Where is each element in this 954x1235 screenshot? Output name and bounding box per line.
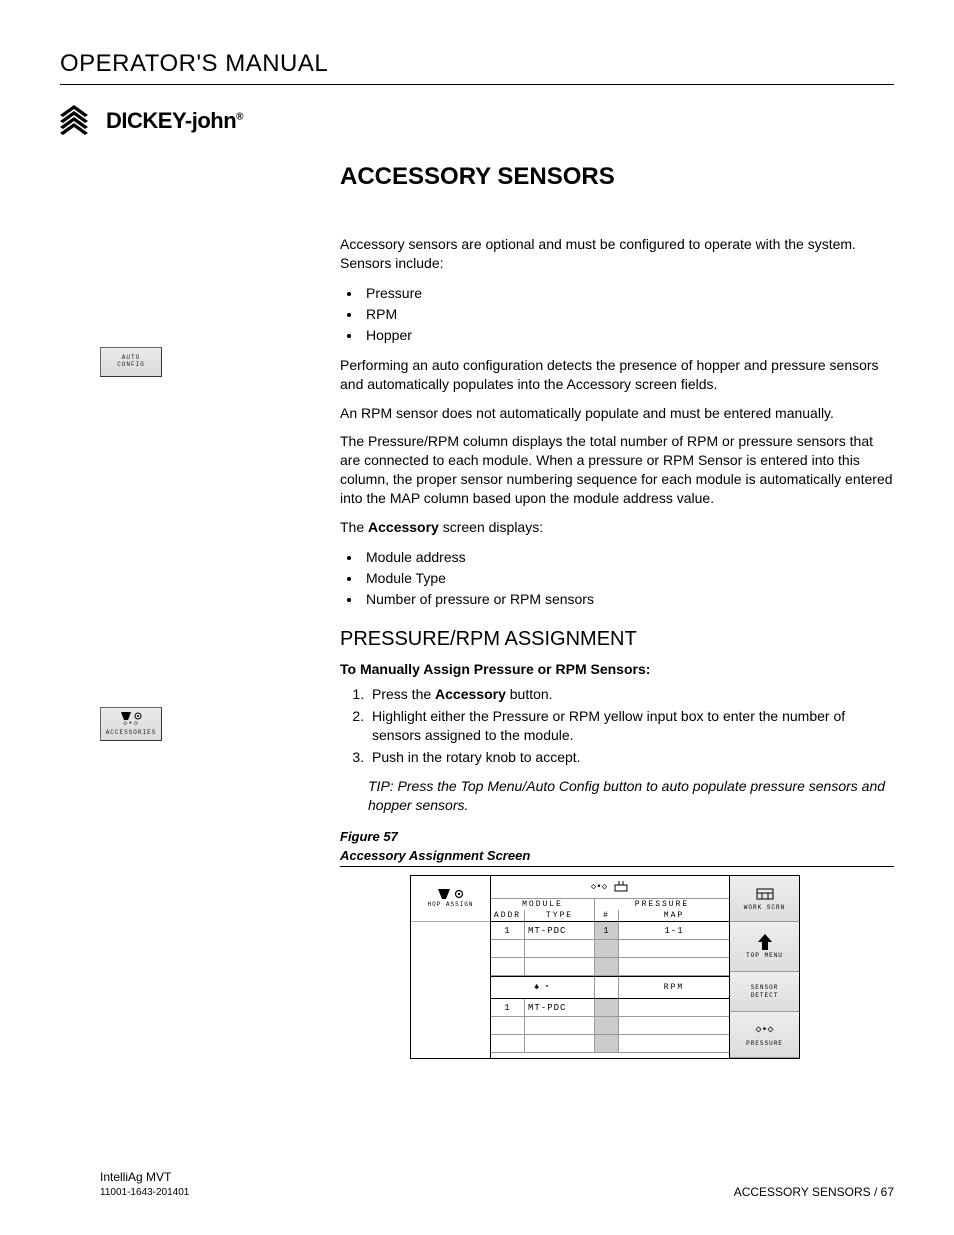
brand-logo: DICKEY-john®	[60, 105, 894, 137]
table-cell-input[interactable]	[595, 1035, 619, 1053]
figure-label: Figure 57	[340, 829, 894, 844]
footer-product: IntelliAg MVT	[100, 1170, 189, 1186]
page-footer: IntelliAg MVT 11001-1643-201401 ACCESSOR…	[100, 1170, 894, 1199]
paragraph: The Accessory screen displays:	[340, 518, 894, 537]
table-cell	[619, 999, 729, 1017]
subsection-heading: PRESSURE/RPM ASSIGNMENT	[340, 628, 894, 651]
col-hash: #	[595, 910, 619, 921]
table-cell: MT-PDC	[525, 922, 595, 940]
intro-paragraph: Accessory sensors are optional and must …	[340, 235, 894, 273]
page-header: OPERATOR'S MANUAL	[60, 50, 894, 85]
work-screen-button[interactable]: WORK SCRN	[730, 876, 799, 922]
work-screen-label: WORK SCRN	[744, 904, 785, 911]
col-map: MAP	[619, 910, 729, 921]
paragraph: An RPM sensor does not automatically pop…	[340, 404, 894, 423]
procedure-heading: To Manually Assign Pressure or RPM Senso…	[340, 661, 894, 677]
table-cell-input[interactable]	[595, 999, 619, 1017]
module-icon	[613, 881, 629, 893]
table-cell: 1-1	[619, 922, 729, 940]
table-cell	[619, 1035, 729, 1053]
step-item: Press the Accessory button.	[368, 685, 894, 705]
table-cell	[619, 1017, 729, 1035]
table-cell	[619, 940, 729, 958]
screen-left-panel: HOP ASSIGN	[411, 876, 491, 1058]
sidebar: AUTO CONFIG ◇•◇ ACCESSORIES	[60, 157, 330, 1059]
list-item: Module Type	[362, 568, 894, 589]
hop-assign-label: HOP ASSIGN	[427, 901, 473, 908]
table-cell	[619, 958, 729, 976]
gear-icon	[454, 889, 464, 899]
figure-caption: Accessory Assignment Screen	[340, 848, 894, 867]
list-item: RPM	[362, 304, 894, 325]
accessories-label: ACCESSORIES	[106, 730, 157, 737]
rpm-section-header: ♣◔ RPM	[491, 976, 729, 999]
table-cell	[491, 958, 525, 976]
rpm-table: 1 MT-PDC	[491, 999, 729, 1053]
table-cell-input[interactable]	[595, 1017, 619, 1035]
display-list: Module address Module Type Number of pre…	[362, 547, 894, 610]
table-cell	[525, 958, 595, 976]
rpm-icon-cell: ♣◔	[491, 977, 595, 999]
sensor-detect-button[interactable]: SENSOR DETECT	[730, 972, 799, 1012]
paragraph: The Pressure/RPM column displays the tot…	[340, 432, 894, 508]
logo-mark-icon	[60, 105, 100, 137]
table-cell: 1	[491, 922, 525, 940]
pressure-table: 1 MT-PDC 1 1-1	[491, 922, 729, 976]
col-group-module: MODULE	[491, 899, 595, 910]
hopper-icon	[438, 889, 450, 899]
table-cell: 1	[491, 999, 525, 1017]
table-cell	[491, 940, 525, 958]
table-cell	[525, 940, 595, 958]
list-item: Number of pressure or RPM sensors	[362, 589, 894, 610]
accessories-icon-row	[121, 712, 142, 720]
auto-config-button[interactable]: AUTO CONFIG	[100, 347, 162, 377]
table-header-icons: ◇•◇	[491, 876, 729, 899]
table-cell: MT-PDC	[525, 999, 595, 1017]
main-content: ACCESSORY SENSORS Accessory sensors are …	[340, 157, 894, 1059]
auto-config-label-2: CONFIG	[117, 362, 145, 369]
accessories-button[interactable]: ◇•◇ ACCESSORIES	[100, 707, 162, 741]
screen-icon	[756, 888, 774, 900]
pressure-label: PRESSURE	[746, 1040, 783, 1047]
table-cell	[525, 1017, 595, 1035]
accessory-assignment-screen: HOP ASSIGN ◇•◇ MODULE PRESSURE ADDR	[410, 875, 800, 1059]
screen-right-panel: WORK SCRN TOP MENU SENSOR DETECT ◇•◇ PRE…	[729, 876, 799, 1058]
hopper-icon	[121, 712, 131, 720]
table-cell	[525, 1035, 595, 1053]
list-item: Module address	[362, 547, 894, 568]
paragraph: Performing an auto configuration detects…	[340, 356, 894, 394]
logo-reg: ®	[236, 112, 243, 123]
rpm-label: RPM	[619, 977, 729, 999]
col-group-pressure: PRESSURE	[595, 899, 729, 910]
header-title: OPERATOR'S MANUAL	[60, 50, 894, 78]
pressure-button[interactable]: ◇•◇ PRESSURE	[730, 1012, 799, 1058]
accessories-icon-row-2: ◇•◇	[123, 721, 139, 729]
table-cell-input[interactable]: 1	[595, 922, 619, 940]
table-cell-input[interactable]	[595, 940, 619, 958]
list-item: Pressure	[362, 283, 894, 304]
sensor-detect-label: SENSOR DETECT	[751, 984, 779, 998]
section-heading: ACCESSORY SENSORS	[340, 163, 894, 191]
col-addr: ADDR	[491, 910, 525, 921]
table-cell	[491, 1035, 525, 1053]
footer-page: ACCESSORY SENSORS / 67	[734, 1185, 894, 1199]
top-menu-button[interactable]: TOP MENU	[730, 922, 799, 972]
gear-icon	[134, 712, 142, 720]
col-type: TYPE	[525, 910, 595, 921]
table-cell-input[interactable]	[595, 958, 619, 976]
hop-assign-button[interactable]: HOP ASSIGN	[411, 876, 490, 922]
step-item: Highlight either the Pressure or RPM yel…	[368, 707, 894, 746]
footer-docnum: 11001-1643-201401	[100, 1186, 189, 1199]
tip-text: TIP: Press the Top Menu/Auto Config butt…	[368, 777, 894, 815]
top-menu-label: TOP MENU	[746, 952, 783, 959]
logo-brand: DICKEY-john	[106, 108, 236, 133]
up-arrow-icon	[758, 934, 772, 950]
logo-text: DICKEY-john®	[106, 108, 243, 134]
table-cell	[491, 1017, 525, 1035]
sensor-type-list: Pressure RPM Hopper	[362, 283, 894, 346]
step-item: Push in the rotary knob to accept.	[368, 748, 894, 768]
procedure-steps: Press the Accessory button. Highlight ei…	[368, 685, 894, 767]
screen-table-area: ◇•◇ MODULE PRESSURE ADDR TYPE # MAP	[491, 876, 729, 1058]
list-item: Hopper	[362, 325, 894, 346]
